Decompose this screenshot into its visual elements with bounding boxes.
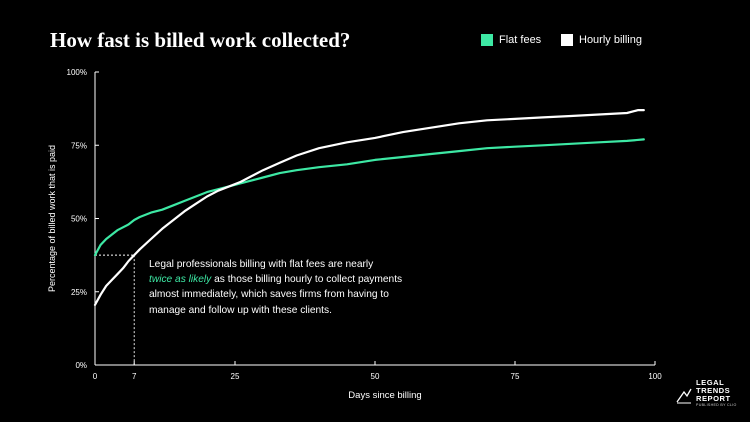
annotation-line-2: as those billing hourly to collect payme… — [211, 274, 403, 286]
series-line-flat-fees — [93, 138, 645, 257]
legend-label-hourly-billing: Hourly billing — [579, 34, 642, 46]
x-tick-label: 100 — [648, 372, 662, 381]
logo-wordmark: LEGAL TRENDS REPORT — [696, 378, 731, 403]
x-tick-label: 25 — [231, 372, 240, 381]
y-tick-label: 75% — [71, 141, 87, 150]
legend-label-flat-fees: Flat fees — [499, 34, 542, 46]
x-tick-label: 50 — [371, 372, 380, 381]
legend-item-flat-fees: Flat fees — [481, 33, 541, 47]
x-axis-label: Days since billing — [348, 390, 421, 401]
x-tick-label: 7 — [132, 372, 137, 381]
y-tick-label: 100% — [67, 68, 87, 77]
x-tick-label: 0 — [93, 372, 98, 381]
annotation-line-4: manage and follow up with these clients. — [149, 304, 332, 316]
legal-trends-report-logo: LEGAL TRENDS REPORT PUBLISHED BY CLIO — [676, 378, 736, 410]
annotation-emphasis: twice as likely — [149, 274, 212, 286]
chart-title: How fast is billed work collected? — [50, 28, 351, 52]
legend-swatch-hourly-billing — [561, 34, 573, 46]
logo-subtitle: PUBLISHED BY CLIO — [696, 403, 737, 407]
series-line-hourly-billing — [93, 109, 645, 306]
y-tick-label: 50% — [71, 215, 87, 224]
annotation-line-3: almost immediately, which saves firms fr… — [149, 289, 389, 301]
annotation-text: Legal professionals billing with flat fe… — [149, 257, 459, 318]
legend-swatch-flat-fees — [481, 34, 493, 46]
x-tick-label: 75 — [511, 372, 520, 381]
y-tick-label: 0% — [75, 361, 87, 370]
legend-item-hourly-billing: Hourly billing — [561, 33, 642, 47]
y-tick-label: 25% — [71, 288, 87, 297]
y-axis-label: Percentage of billed work that is paid — [47, 145, 57, 292]
logo-mark-icon — [676, 388, 692, 404]
annotation-line-1: Legal professionals billing with flat fe… — [149, 259, 374, 270]
